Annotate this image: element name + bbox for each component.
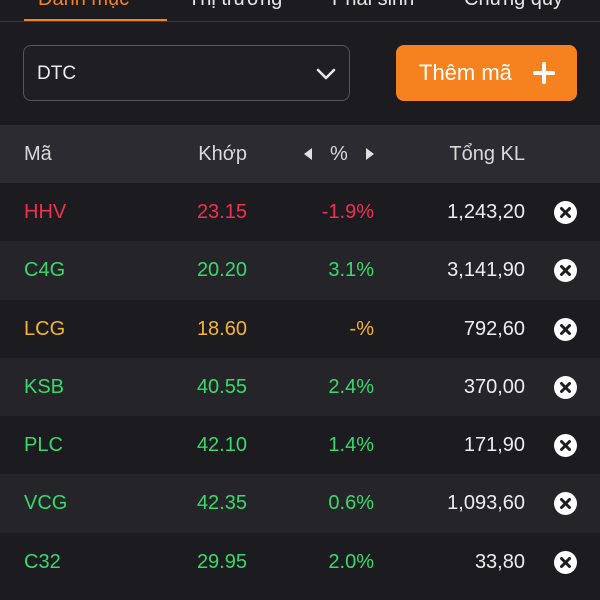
header-price[interactable]: Khớp <box>198 143 247 165</box>
caret-right-icon[interactable] <box>366 148 374 160</box>
remove-icon[interactable] <box>554 317 577 341</box>
row-volume: 1,093,60 <box>447 492 525 515</box>
row-volume: 792,60 <box>463 317 525 340</box>
header-symbol[interactable]: Mã <box>24 143 52 165</box>
remove-icon[interactable] <box>554 550 577 574</box>
add-symbol-button[interactable]: Thêm mã <box>396 45 577 101</box>
row-symbol: PLC <box>24 434 63 457</box>
row-symbol: VCG <box>24 492 68 515</box>
chevron-down-icon <box>316 68 336 80</box>
tab-danh-muc[interactable]: Danh mục <box>38 0 129 11</box>
row-price: 18.60 <box>196 317 247 340</box>
row-volume: 33,80 <box>474 550 525 573</box>
watchlist-table: HHV 23.15 -1.9% 1,243,20 C4G 20.20 3.1% … <box>0 183 600 592</box>
row-percent: 2.0% <box>328 550 374 573</box>
row-percent: 0.6% <box>328 492 374 515</box>
row-price: 42.10 <box>196 434 247 457</box>
table-row[interactable]: PLC 42.10 1.4% 171,90 <box>0 416 600 475</box>
row-price: 40.55 <box>196 375 247 398</box>
header-percent[interactable]: % <box>330 143 348 165</box>
row-percent: -1.9% <box>321 201 374 223</box>
tab-phai-sinh[interactable]: Phái sinh <box>332 0 414 11</box>
tab-thi-truong[interactable]: Thị trường <box>188 0 282 11</box>
row-volume: 171,90 <box>463 434 525 457</box>
remove-icon[interactable] <box>554 375 577 399</box>
row-percent: 1.4% <box>328 434 374 457</box>
watchlist-toolbar: DTC Thêm mã <box>0 22 600 125</box>
watchlist-select-value: DTC <box>37 63 77 84</box>
caret-left-icon[interactable] <box>304 148 312 160</box>
table-row[interactable]: C4G 20.20 3.1% 3,141,90 <box>0 241 600 300</box>
row-symbol: C4G <box>24 259 66 282</box>
row-symbol: C32 <box>24 550 61 573</box>
table-row[interactable]: VCG 42.35 0.6% 1,093,60 <box>0 474 600 533</box>
table-header: Mã Khớp % Tổng KL <box>0 125 600 183</box>
row-symbol: HHV <box>24 201 67 223</box>
table-row[interactable]: C32 29.95 2.0% 33,80 <box>0 532 600 592</box>
row-price: 29.95 <box>196 550 247 573</box>
remove-icon[interactable] <box>554 259 577 283</box>
row-percent: 2.4% <box>328 375 374 398</box>
header-volume[interactable]: Tổng KL <box>449 143 525 165</box>
table-row[interactable]: KSB 40.55 2.4% 370,00 <box>0 357 600 417</box>
row-percent: -% <box>349 317 374 340</box>
add-symbol-label: Thêm mã <box>419 60 512 85</box>
row-symbol: KSB <box>24 375 65 398</box>
watchlist-select[interactable]: DTC <box>23 45 350 101</box>
row-volume: 3,141,90 <box>447 259 525 282</box>
row-price: 23.15 <box>196 201 247 223</box>
tab-chung-quy[interactable]: Chứng quỹ <box>464 0 563 11</box>
active-tab-indicator <box>24 19 167 21</box>
row-price: 20.20 <box>196 259 247 282</box>
row-volume: 370,00 <box>463 375 525 398</box>
row-percent: 3.1% <box>328 259 374 282</box>
remove-icon[interactable] <box>554 201 577 224</box>
remove-icon[interactable] <box>554 492 577 516</box>
row-price: 42.35 <box>196 492 247 515</box>
table-row[interactable]: LCG 18.60 -% 792,60 <box>0 299 600 358</box>
row-volume: 1,243,20 <box>447 201 525 223</box>
row-symbol: LCG <box>24 317 66 340</box>
tab-bar: Danh mục Thị trường Phái sinh Chứng quỹ <box>0 0 600 22</box>
remove-icon[interactable] <box>554 434 577 458</box>
plus-icon <box>533 62 555 84</box>
table-row[interactable]: HHV 23.15 -1.9% 1,243,20 <box>0 183 600 242</box>
